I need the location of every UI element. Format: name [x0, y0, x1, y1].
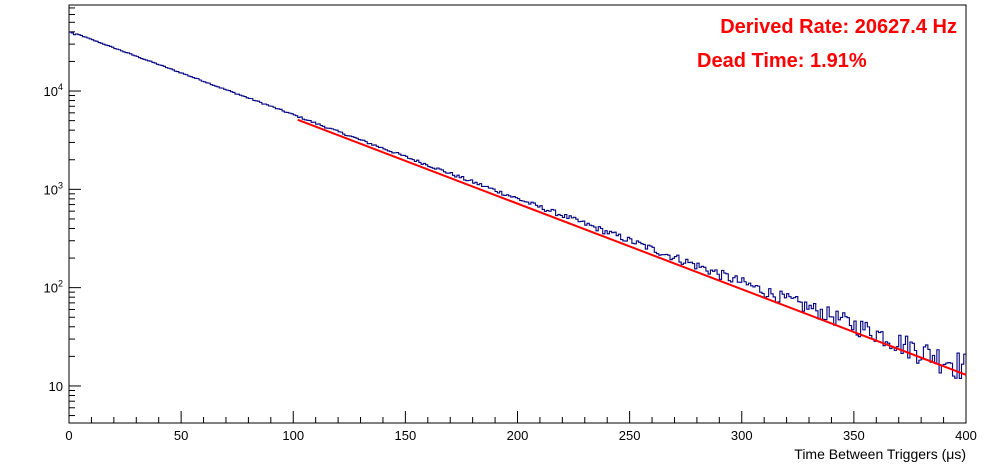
x-tick-label: 150: [395, 428, 417, 443]
x-tick-label: 200: [507, 428, 529, 443]
x-tick-label: 0: [65, 428, 72, 443]
x-tick-label: 250: [619, 428, 641, 443]
x-axis-title: Time Between Triggers (μs): [794, 446, 966, 462]
x-tick-label: 100: [282, 428, 304, 443]
y-tick-label: 102: [44, 279, 63, 296]
x-tick-label: 400: [955, 428, 977, 443]
histogram-series: [69, 31, 966, 380]
annotation-derived-rate: Derived Rate: 20627.4 Hz: [720, 16, 957, 38]
exponential-fit-line: [297, 118, 967, 376]
y-tick-label: 10: [49, 379, 63, 394]
annotation-dead-time: Dead Time: 1.91%: [697, 50, 867, 72]
y-axis-ticks: 10 102 103 104: [44, 7, 81, 417]
x-tick-label: 300: [731, 428, 753, 443]
x-tick-label: 350: [843, 428, 865, 443]
x-tick-label: 50: [174, 428, 188, 443]
y-tick-label: 103: [44, 180, 63, 197]
x-axis-ticks: 0 50 100 150 200 250 300 350 400: [65, 411, 977, 443]
series-layer: [69, 31, 967, 380]
y-tick-label: 104: [44, 82, 63, 99]
